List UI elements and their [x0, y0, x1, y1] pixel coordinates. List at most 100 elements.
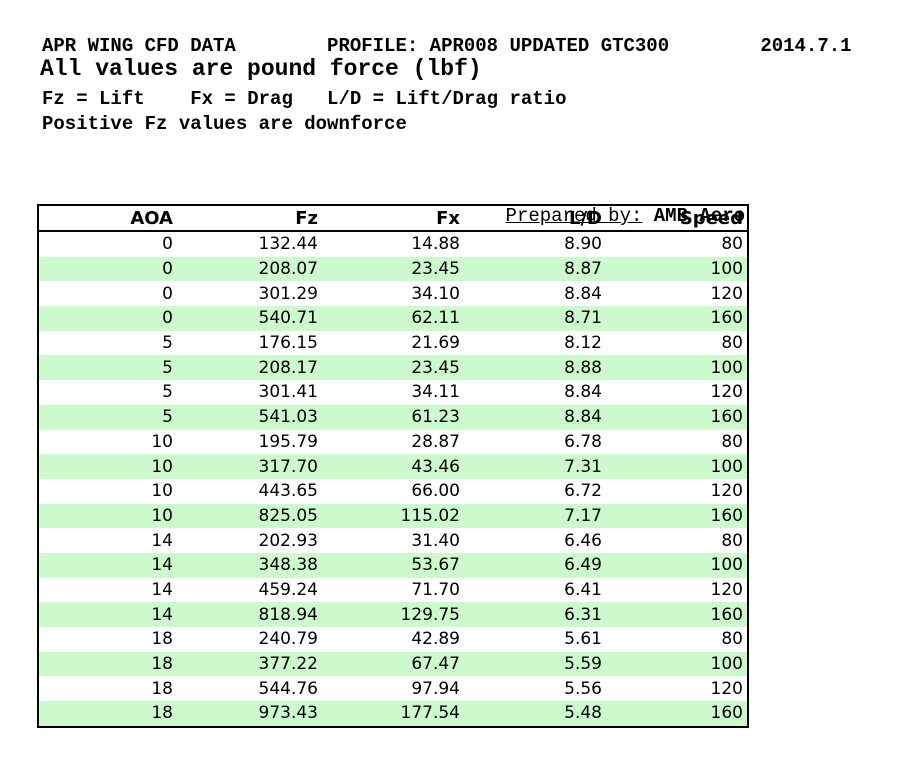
cell-ld: 8.71 [564, 308, 602, 329]
cell-fz: 973.43 [258, 703, 318, 724]
cell-fx: 42.89 [411, 629, 460, 650]
table-row: 0 132.44 14.88 8.90 80 [38, 231, 748, 257]
cell-aoa: 14 [151, 579, 173, 600]
cell-aoa: 14 [151, 604, 173, 625]
table-row: 10 195.79 28.87 6.78 80 [38, 430, 748, 455]
cell-speed: 80 [721, 333, 743, 354]
cell-fx: 71.70 [411, 579, 460, 600]
cell-speed: 160 [710, 505, 743, 526]
subtitle: All values are pound force (lbf) [40, 56, 482, 82]
cell-aoa: 14 [151, 530, 173, 551]
header-row: AOA Fz Fx L/D Speed [38, 205, 748, 232]
cell-speed: 80 [721, 629, 743, 650]
table-row: 14 459.24 71.70 6.41 120 [38, 578, 748, 603]
cell-speed: 160 [710, 604, 743, 625]
cell-aoa: 5 [162, 382, 173, 403]
table-row: 18 377.22 67.47 5.59 100 [38, 651, 748, 677]
table-row: 5 176.15 21.69 8.12 80 [38, 331, 748, 356]
cell-fx: 62.11 [411, 308, 460, 329]
cell-ld: 8.88 [564, 357, 602, 378]
cell-ld: 5.56 [564, 678, 602, 699]
column-header-ld: L/D [464, 205, 606, 232]
table-row: 18 973.43 177.54 5.48 160 [38, 701, 748, 727]
cell-fz: 202.93 [258, 530, 318, 551]
cell-fx: 23.45 [411, 259, 460, 280]
cell-fx: 61.23 [411, 407, 460, 428]
cell-ld: 5.48 [564, 703, 602, 724]
cell-aoa: 18 [151, 703, 173, 724]
legend-line: Fz = Lift Fx = Drag L/D = Lift/Drag rati… [42, 88, 567, 110]
cell-speed: 80 [721, 530, 743, 551]
cell-fx: 28.87 [411, 431, 460, 452]
cell-ld: 8.84 [564, 283, 602, 304]
table-row: 0 301.29 34.10 8.84 120 [38, 281, 748, 306]
cell-aoa: 0 [162, 308, 173, 329]
table-body: 0 132.44 14.88 8.90 80 0 208.07 23.45 8.… [38, 231, 748, 727]
cell-fz: 301.29 [258, 283, 318, 304]
cell-aoa: 5 [162, 333, 173, 354]
table-row: 5 301.41 34.11 8.84 120 [38, 380, 748, 405]
cell-speed: 120 [710, 283, 743, 304]
table-row: 10 825.05 115.02 7.17 160 [38, 503, 748, 529]
cell-fz: 544.76 [258, 678, 318, 699]
cell-fz: 240.79 [258, 629, 318, 650]
column-header-aoa: AOA [38, 205, 177, 232]
cell-aoa: 10 [151, 456, 173, 477]
cell-fx: 129.75 [400, 604, 460, 625]
cell-fz: 176.15 [258, 333, 318, 354]
cell-speed: 100 [710, 259, 743, 280]
cell-speed: 160 [710, 407, 743, 428]
note-line: Positive Fz values are downforce [42, 113, 407, 135]
cell-speed: 100 [710, 357, 743, 378]
table-row: 14 202.93 31.40 6.46 80 [38, 528, 748, 553]
cell-fz: 540.71 [258, 308, 318, 329]
cell-ld: 5.61 [564, 629, 602, 650]
cell-speed: 160 [710, 308, 743, 329]
cell-aoa: 5 [162, 407, 173, 428]
cell-fx: 14.88 [411, 234, 460, 255]
cell-fx: 115.02 [400, 505, 460, 526]
cell-aoa: 0 [162, 283, 173, 304]
table-header: AOA Fz Fx L/D Speed [38, 205, 748, 232]
cell-ld: 6.41 [564, 579, 602, 600]
cell-fz: 195.79 [258, 431, 318, 452]
table-row: 0 208.07 23.45 8.87 100 [38, 256, 748, 282]
cell-speed: 100 [710, 654, 743, 675]
cell-aoa: 18 [151, 629, 173, 650]
cell-speed: 80 [721, 234, 743, 255]
table-row: 5 541.03 61.23 8.84 160 [38, 404, 748, 430]
cell-speed: 120 [710, 382, 743, 403]
cell-fx: 43.46 [411, 456, 460, 477]
cell-ld: 8.87 [564, 259, 602, 280]
cell-ld: 8.84 [564, 382, 602, 403]
cell-fz: 208.17 [258, 357, 318, 378]
cell-speed: 100 [710, 555, 743, 576]
table-row: 10 443.65 66.00 6.72 120 [38, 479, 748, 504]
cell-fz: 301.41 [258, 382, 318, 403]
table-row: 18 544.76 97.94 5.56 120 [38, 676, 748, 701]
title-line: APR WING CFD DATA PROFILE: APR008 UPDATE… [42, 35, 852, 57]
cell-fx: 31.40 [411, 530, 460, 551]
cell-fx: 66.00 [411, 481, 460, 502]
cell-speed: 120 [710, 579, 743, 600]
cell-ld: 8.90 [564, 234, 602, 255]
cell-ld: 8.84 [564, 407, 602, 428]
cell-fz: 443.65 [258, 481, 318, 502]
cell-fx: 34.11 [411, 382, 460, 403]
cell-speed: 160 [710, 703, 743, 724]
cell-aoa: 5 [162, 357, 173, 378]
cell-ld: 6.46 [564, 530, 602, 551]
cell-fz: 818.94 [258, 604, 318, 625]
cell-aoa: 10 [151, 481, 173, 502]
cell-ld: 6.78 [564, 431, 602, 452]
cell-aoa: 0 [162, 234, 173, 255]
cell-aoa: 10 [151, 431, 173, 452]
table-row: 5 208.17 23.45 8.88 100 [38, 355, 748, 381]
cell-speed: 120 [710, 481, 743, 502]
cell-ld: 6.49 [564, 555, 602, 576]
cell-fz: 825.05 [258, 505, 318, 526]
data-table-container: AOA Fz Fx L/D Speed 0 132.44 14.88 8.90 … [37, 204, 749, 728]
cell-ld: 5.59 [564, 654, 602, 675]
cell-aoa: 18 [151, 678, 173, 699]
cell-fx: 34.10 [411, 283, 460, 304]
